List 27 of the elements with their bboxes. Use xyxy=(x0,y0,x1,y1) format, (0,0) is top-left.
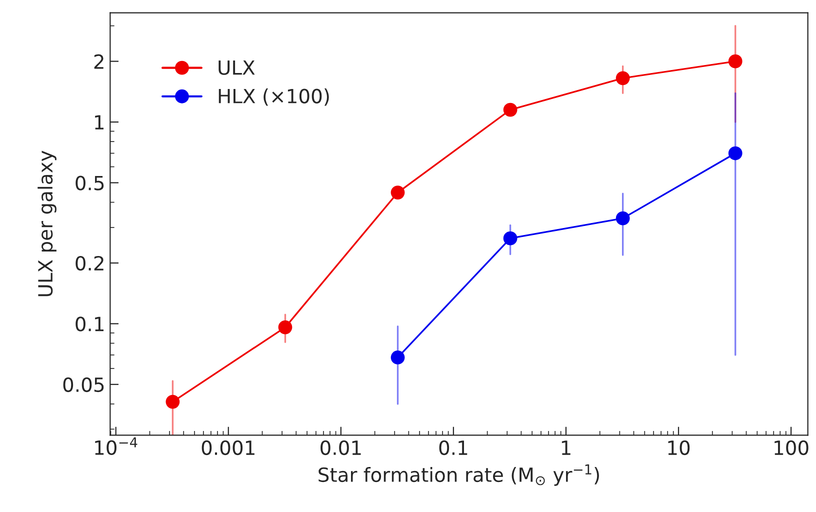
point xyxy=(728,54,742,68)
x-tick-label: 0.001 xyxy=(202,440,254,456)
y-tick-label: 2 xyxy=(94,54,104,69)
x-tick-label: 10 xyxy=(668,440,690,456)
y-tick-label: 1 xyxy=(95,115,104,130)
point xyxy=(616,211,630,226)
point xyxy=(390,350,405,364)
legend-label: ULX xyxy=(218,60,255,75)
y-axis-title: ULX per galaxy xyxy=(38,150,56,296)
x-tick-label: 10$^{−4}$ xyxy=(95,437,138,455)
legend-label: HLX (×100) xyxy=(218,88,329,106)
y-tick-label: 0.5 xyxy=(76,176,104,190)
point xyxy=(728,146,742,160)
point xyxy=(278,320,292,334)
x-tick-label: 100 xyxy=(774,440,808,456)
point xyxy=(503,231,518,246)
x-tick-label: 0.01 xyxy=(320,440,361,456)
point xyxy=(390,186,405,200)
point xyxy=(503,102,518,117)
x-tick-label: 1 xyxy=(562,440,570,455)
point xyxy=(166,394,180,409)
point xyxy=(616,71,630,86)
x-axis-title: Star formation rate (M$_{⊙}$ yr$^{−1}$) xyxy=(318,464,599,486)
x-tick-label: 0.1 xyxy=(439,440,468,456)
y-tick-label: 0.1 xyxy=(76,316,104,332)
y-tick-label: 0.2 xyxy=(76,256,104,271)
y-tick-label: 0.05 xyxy=(63,377,104,392)
